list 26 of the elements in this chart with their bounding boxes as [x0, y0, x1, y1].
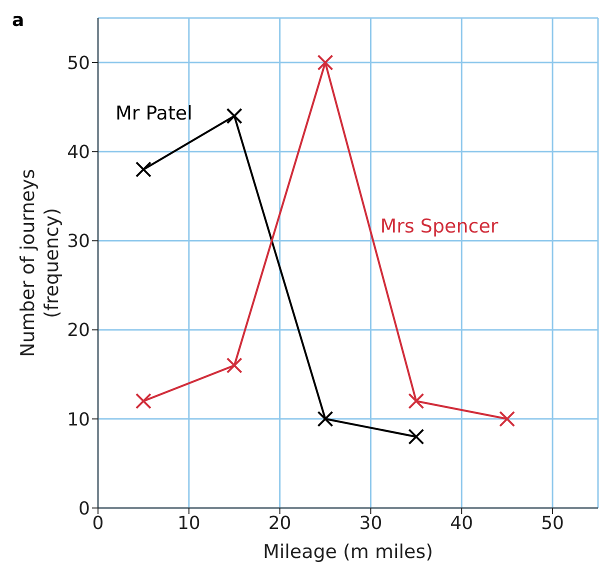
y-tick-label: 50: [67, 52, 90, 74]
series-label: Mrs Spencer: [380, 216, 498, 238]
point: [226, 108, 242, 124]
y-tick-label: 30: [67, 231, 90, 252]
y-tick-label: 20: [67, 320, 90, 342]
x-tick-label: 20: [268, 512, 292, 534]
point: [408, 393, 424, 410]
x-tick-label: 30: [359, 512, 382, 534]
x-tick-label: 40: [450, 512, 474, 534]
x-tick-label: 50: [541, 512, 564, 534]
point: [226, 357, 242, 374]
point: [317, 410, 334, 427]
y-tick-label: 40: [67, 142, 90, 164]
x-tick-label: 0: [92, 512, 104, 534]
y-axis-title: Number of journeys (frequency): [17, 168, 63, 358]
x-tick-label: 10: [177, 512, 200, 534]
x-axis-title: Mileage (m miles): [262, 541, 434, 563]
point: [135, 393, 152, 410]
point: [135, 161, 152, 178]
point: [499, 410, 516, 427]
point: [408, 428, 424, 445]
chart-title: a: [12, 10, 24, 31]
series-label: Mr Patel: [115, 102, 192, 124]
point: [317, 54, 334, 71]
y-tick-label: 10: [67, 409, 90, 430]
y-tick-label: 0: [78, 498, 90, 520]
